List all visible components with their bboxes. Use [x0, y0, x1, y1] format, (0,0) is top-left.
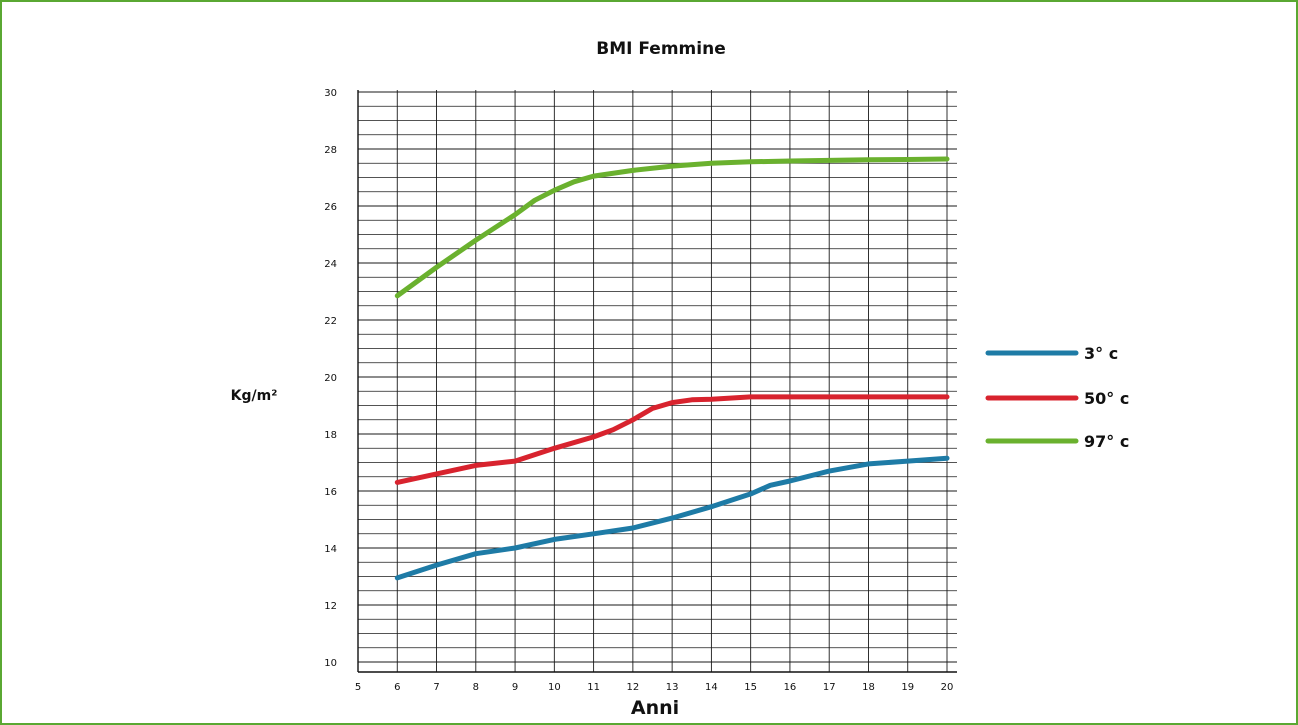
x-tick-label: 19	[901, 682, 914, 693]
series-lines	[394, 156, 950, 581]
series-line-3	[394, 156, 950, 299]
x-tick-label: 20	[941, 682, 954, 693]
chart-title: BMI Femmine	[596, 39, 725, 59]
y-tick-label: 12	[324, 601, 337, 612]
y-tick-labels: 10 12 14 16 18 20 22 24 26 28 30	[324, 88, 337, 669]
legend-label: 3° c	[1084, 344, 1118, 363]
x-tick-label: 15	[744, 682, 757, 693]
grid	[357, 90, 957, 673]
legend-label: 97° c	[1084, 432, 1129, 451]
y-tick-label: 10	[324, 658, 337, 669]
legend-item-3: 97° c	[985, 432, 1129, 451]
y-tick-label: 24	[324, 259, 337, 270]
y-tick-label: 16	[324, 487, 337, 498]
legend-item-2: 50° c	[985, 389, 1129, 408]
x-tick-label: 18	[862, 682, 875, 693]
x-tick-label: 10	[548, 682, 561, 693]
x-tick-label: 11	[587, 682, 600, 693]
y-tick-label: 22	[324, 316, 337, 327]
series-line-1	[394, 455, 950, 581]
series-line-2	[394, 394, 950, 485]
y-tick-label: 30	[324, 88, 337, 99]
legend-item-1: 3° c	[985, 344, 1118, 363]
x-tick-label: 16	[784, 682, 797, 693]
y-tick-label: 20	[324, 373, 337, 384]
x-tick-labels: 5 6 7 8 9 10 11 12 13 14 15 16 17 18 19 20	[355, 682, 954, 693]
x-tick-label: 5	[355, 682, 361, 693]
x-tick-label: 9	[512, 682, 518, 693]
y-axis-label: Kg/m²	[231, 388, 278, 404]
y-tick-label: 18	[324, 430, 337, 441]
y-tick-label: 28	[324, 145, 337, 156]
x-tick-label: 12	[626, 682, 639, 693]
x-tick-label: 13	[666, 682, 679, 693]
y-tick-label: 14	[324, 544, 337, 555]
y-tick-label: 26	[324, 202, 337, 213]
x-tick-label: 7	[433, 682, 439, 693]
x-tick-label: 17	[823, 682, 836, 693]
x-tick-label: 8	[473, 682, 479, 693]
x-tick-label: 14	[705, 682, 718, 693]
x-tick-label: 6	[394, 682, 400, 693]
legend: 3° c 50° c 97° c	[985, 344, 1129, 451]
legend-label: 50° c	[1084, 389, 1129, 408]
x-axis-label: Anni	[631, 697, 679, 719]
